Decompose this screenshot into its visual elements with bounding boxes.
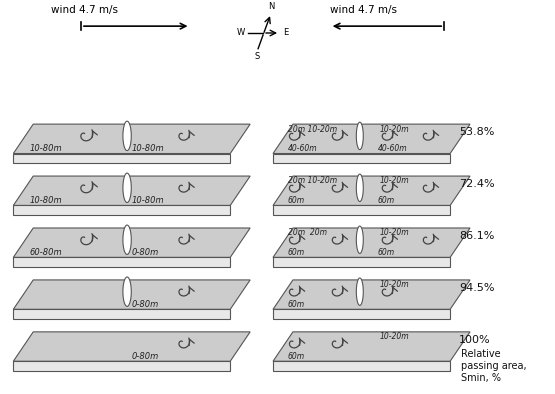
Text: 10-20m: 10-20m [380,229,409,238]
Text: N: N [268,2,274,11]
Polygon shape [356,122,364,150]
Text: 10-80m: 10-80m [132,144,164,153]
Text: 10-80m: 10-80m [30,144,63,153]
Polygon shape [273,361,450,371]
Polygon shape [13,228,250,257]
Text: 10-20m: 10-20m [380,280,409,289]
Text: 60m: 60m [287,196,305,205]
Polygon shape [356,278,364,305]
Polygon shape [273,205,450,215]
Text: Smin, %: Smin, % [461,373,501,383]
Text: 72.4%: 72.4% [459,179,495,189]
Polygon shape [13,309,230,319]
Polygon shape [356,174,364,201]
Polygon shape [123,225,132,255]
Text: 10-20m: 10-20m [380,177,409,186]
Polygon shape [273,124,470,154]
Polygon shape [273,257,450,267]
Text: 10-80m: 10-80m [132,196,164,205]
Text: 53.8%: 53.8% [459,127,495,137]
Polygon shape [273,176,470,205]
Polygon shape [273,280,470,309]
Text: 60m: 60m [287,248,305,257]
Text: 0-80m: 0-80m [132,352,159,361]
Polygon shape [13,280,250,309]
Text: W: W [237,28,245,37]
Text: 20m  20m: 20m 20m [287,229,326,238]
Text: 60m: 60m [377,248,395,257]
Text: 10-20m: 10-20m [380,332,409,341]
Text: 94.5%: 94.5% [459,283,495,293]
Text: S: S [255,52,260,61]
Polygon shape [13,361,230,371]
Polygon shape [273,332,470,361]
Text: 86.1%: 86.1% [459,231,495,241]
Text: 20m 10-20m: 20m 10-20m [287,177,337,186]
Polygon shape [13,124,250,154]
Polygon shape [13,154,230,164]
Polygon shape [273,228,470,257]
Text: 60m: 60m [287,300,305,309]
Polygon shape [273,309,450,319]
Text: 60m: 60m [377,196,395,205]
Text: 40-60m: 40-60m [287,144,317,153]
Text: wind 4.7 m/s: wind 4.7 m/s [330,6,397,15]
Polygon shape [123,277,132,307]
Polygon shape [13,257,230,267]
Text: E: E [283,28,288,37]
Text: 10-20m: 10-20m [380,125,409,134]
Text: 100%: 100% [459,335,491,345]
Polygon shape [13,332,250,361]
Polygon shape [123,173,132,203]
Text: 0-80m: 0-80m [132,300,159,309]
Text: 60-80m: 60-80m [30,248,63,257]
Polygon shape [13,205,230,215]
Polygon shape [356,226,364,253]
Polygon shape [13,176,250,205]
Text: wind 4.7 m/s: wind 4.7 m/s [51,6,118,15]
Text: 60m: 60m [287,352,305,361]
Polygon shape [123,121,132,151]
Polygon shape [273,154,450,164]
Text: passing area,: passing area, [461,361,527,371]
Text: Relative: Relative [461,349,501,359]
Text: 0-80m: 0-80m [132,248,159,257]
Text: 10-80m: 10-80m [30,196,63,205]
Text: 20m 10-20m: 20m 10-20m [287,125,337,134]
Text: 40-60m: 40-60m [377,144,407,153]
